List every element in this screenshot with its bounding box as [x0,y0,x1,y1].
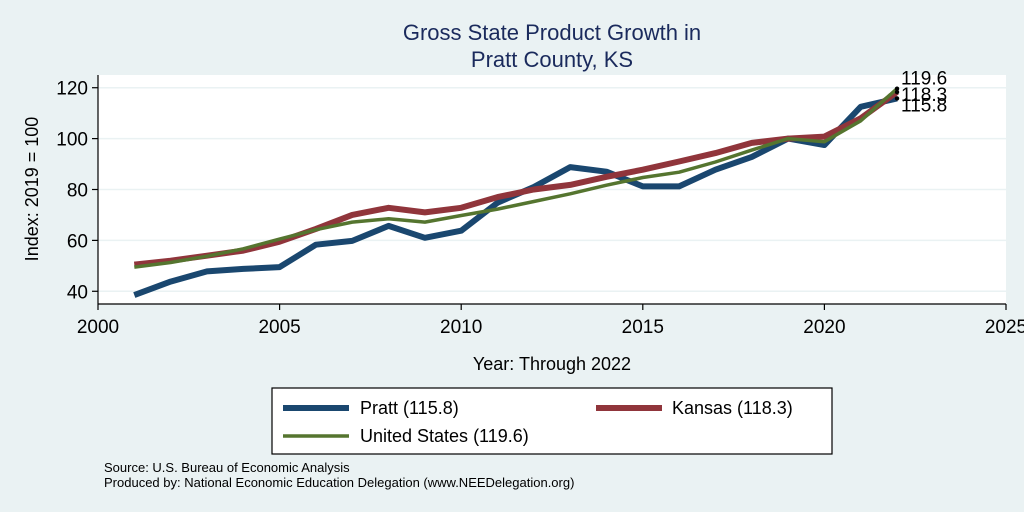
y-tick-label-60: 60 [67,231,88,252]
end-point-kansas [894,89,900,95]
chart-title-line2: Pratt County, KS [471,47,633,72]
x-axis-title: Year: Through 2022 [473,354,631,374]
x-tick-label-2005: 2005 [258,317,300,338]
produced-by-note: Produced by: National Economic Education… [104,475,574,490]
series-line-kansas [133,89,899,268]
x-tick-label-2015: 2015 [622,317,664,338]
end-point-pratt [894,96,900,101]
legend-label-kansas: Kansas (118.3) [672,398,793,418]
y-tick-label-80: 80 [67,181,88,202]
x-tick-label-2010: 2010 [440,317,482,338]
legend-label-pratt: Pratt (115.8) [360,398,459,418]
x-tick-label-2025: 2025 [985,317,1024,338]
y-tick-label-100: 100 [56,130,88,151]
end-label-pratt: 115.8 [901,95,947,116]
source-note: Source: U.S. Bureau of Economic Analysis [104,460,350,475]
legend-box [271,387,833,455]
x-tick-label-2000: 2000 [77,317,119,338]
series-group [133,87,899,298]
series-line-united-states [134,87,899,269]
end-label-kansas: 118.3 [901,85,947,106]
end-point-united-states [894,86,900,91]
y-tick-label-120: 120 [56,79,88,100]
legend-label-united-states: United States (119.6) [360,426,529,446]
legend: Pratt (115.8) Kansas (118.3) United Stat… [271,387,833,455]
axes: 40 60 80 100 120 2000 2005 2010 2015 2020 2025 [56,75,1024,338]
end-label-united-states: 119.6 [901,69,947,90]
y-axis-title: Index: 2019 = 100 [22,117,42,262]
x-tick-label-2020: 2020 [803,317,845,338]
y-tick-label-40: 40 [67,282,88,303]
chart-title-line1: Gross State Product Growth in [403,20,701,45]
